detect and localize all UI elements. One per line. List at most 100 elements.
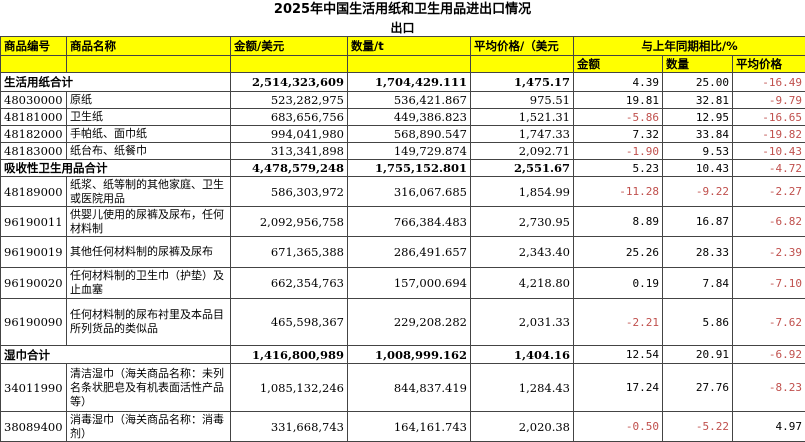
price-cell: 1,404.16 bbox=[471, 346, 574, 364]
product-name: 手帕纸、面巾纸 bbox=[67, 126, 231, 143]
yoy-amount-cell: 8.89 bbox=[574, 207, 663, 237]
header-row: 商品编号 商品名称 金额/美元 数量/t 平均价格/（美元 与上年同期相比/% bbox=[1, 37, 805, 56]
product-code: 48182000 bbox=[1, 126, 67, 143]
yoy-quantity-cell: 9.53 bbox=[663, 143, 733, 160]
product-code: 96190011 bbox=[1, 207, 67, 237]
yoy-quantity-cell: -9.22 bbox=[663, 177, 733, 207]
product-code: 96190090 bbox=[1, 299, 67, 346]
amount-cell: 331,668,743 bbox=[231, 412, 348, 442]
product-code: 38089400 bbox=[1, 412, 67, 442]
quantity-cell: 286,491.657 bbox=[348, 237, 471, 268]
quantity-cell: 766,384.483 bbox=[348, 207, 471, 237]
product-code: 96190020 bbox=[1, 268, 67, 299]
yoy-amount-cell: -11.28 bbox=[574, 177, 663, 207]
price-cell: 2,020.38 bbox=[471, 412, 574, 442]
product-code: 34011990 bbox=[1, 364, 67, 412]
product-name: 清洁湿巾（海关商品名称：未列名条状肥皂及有机表面活性产品等） bbox=[67, 364, 231, 412]
yoy-price-cell: -2.27 bbox=[733, 177, 805, 207]
header-yoy-amount: 金额 bbox=[574, 56, 663, 73]
amount-cell: 313,341,898 bbox=[231, 143, 348, 160]
yoy-price-cell: -10.43 bbox=[733, 143, 805, 160]
product-code: 48189000 bbox=[1, 177, 67, 207]
export-table: 商品编号 商品名称 金额/美元 数量/t 平均价格/（美元 与上年同期相比/% … bbox=[0, 36, 805, 442]
yoy-price-cell: -6.82 bbox=[733, 207, 805, 237]
yoy-quantity-cell: 25.00 bbox=[663, 73, 733, 92]
header-quantity: 数量/t bbox=[348, 37, 471, 56]
amount-cell: 994,041,980 bbox=[231, 126, 348, 143]
product-code: 48181000 bbox=[1, 109, 67, 126]
price-cell: 1,747.33 bbox=[471, 126, 574, 143]
yoy-quantity-cell: 16.87 bbox=[663, 207, 733, 237]
amount-cell: 683,656,756 bbox=[231, 109, 348, 126]
product-name: 纸浆、纸等制的其他家庭、卫生或医院用品 bbox=[67, 177, 231, 207]
header-blank bbox=[1, 56, 67, 73]
price-cell: 2,031.33 bbox=[471, 299, 574, 346]
amount-cell: 523,282,975 bbox=[231, 92, 348, 109]
yoy-price-cell: -4.72 bbox=[733, 160, 805, 177]
table-subtitle: 出口 bbox=[0, 20, 805, 36]
subtotal-label: 湿巾合计 bbox=[1, 346, 231, 364]
yoy-quantity-cell: 5.86 bbox=[663, 299, 733, 346]
header-blank bbox=[67, 56, 231, 73]
price-cell: 2,092.71 bbox=[471, 143, 574, 160]
header-yoy-quantity: 数量 bbox=[663, 56, 733, 73]
quantity-cell: 229,208.282 bbox=[348, 299, 471, 346]
amount-cell: 1,085,132,246 bbox=[231, 364, 348, 412]
quantity-cell: 1,704,429.111 bbox=[348, 73, 471, 92]
product-name: 任何材料制的尿布衬里及本品目所列货品的类似品 bbox=[67, 299, 231, 346]
product-code: 48183000 bbox=[1, 143, 67, 160]
quantity-cell: 844,837.419 bbox=[348, 364, 471, 412]
yoy-price-cell: -7.62 bbox=[733, 299, 805, 346]
yoy-amount-cell: -0.50 bbox=[574, 412, 663, 442]
table-title: 2025年中国生活用纸和卫生用品进出口情况 bbox=[0, 0, 805, 20]
header-yoy: 与上年同期相比/% bbox=[574, 37, 805, 56]
yoy-quantity-cell: 28.33 bbox=[663, 237, 733, 268]
yoy-quantity-cell: 20.91 bbox=[663, 346, 733, 364]
yoy-amount-cell: 4.39 bbox=[574, 73, 663, 92]
amount-cell: 2,514,323,609 bbox=[231, 73, 348, 92]
yoy-amount-cell: 7.32 bbox=[574, 126, 663, 143]
price-cell: 1,521.31 bbox=[471, 109, 574, 126]
price-cell: 1,854.99 bbox=[471, 177, 574, 207]
header-amount: 金额/美元 bbox=[231, 37, 348, 56]
yoy-price-cell: -9.79 bbox=[733, 92, 805, 109]
amount-cell: 671,365,388 bbox=[231, 237, 348, 268]
product-name: 卫生纸 bbox=[67, 109, 231, 126]
subtotal-label: 吸收性卫生用品合计 bbox=[1, 160, 231, 177]
price-cell: 2,551.67 bbox=[471, 160, 574, 177]
product-code: 48030000 bbox=[1, 92, 67, 109]
amount-cell: 662,354,763 bbox=[231, 268, 348, 299]
yoy-amount-cell: 17.24 bbox=[574, 364, 663, 412]
header-row-2: 金额 数量 平均价格 bbox=[1, 56, 805, 73]
subtotal-label: 生活用纸合计 bbox=[1, 73, 231, 92]
yoy-quantity-cell: -5.22 bbox=[663, 412, 733, 442]
product-name: 供婴儿使用的尿裤及尿布，任何材料制 bbox=[67, 207, 231, 237]
quantity-cell: 157,000.694 bbox=[348, 268, 471, 299]
yoy-price-cell: -19.82 bbox=[733, 126, 805, 143]
quantity-cell: 1,008,999.162 bbox=[348, 346, 471, 364]
price-cell: 975.51 bbox=[471, 92, 574, 109]
quantity-cell: 449,386.823 bbox=[348, 109, 471, 126]
amount-cell: 2,092,956,758 bbox=[231, 207, 348, 237]
yoy-price-cell: -16.49 bbox=[733, 73, 805, 92]
yoy-amount-cell: 19.81 bbox=[574, 92, 663, 109]
price-cell: 2,343.40 bbox=[471, 237, 574, 268]
quantity-cell: 536,421.867 bbox=[348, 92, 471, 109]
yoy-amount-cell: -5.86 bbox=[574, 109, 663, 126]
header-yoy-price: 平均价格 bbox=[733, 56, 805, 73]
yoy-quantity-cell: 10.43 bbox=[663, 160, 733, 177]
header-blank bbox=[231, 56, 348, 73]
quantity-cell: 568,890.547 bbox=[348, 126, 471, 143]
price-cell: 1,284.43 bbox=[471, 364, 574, 412]
